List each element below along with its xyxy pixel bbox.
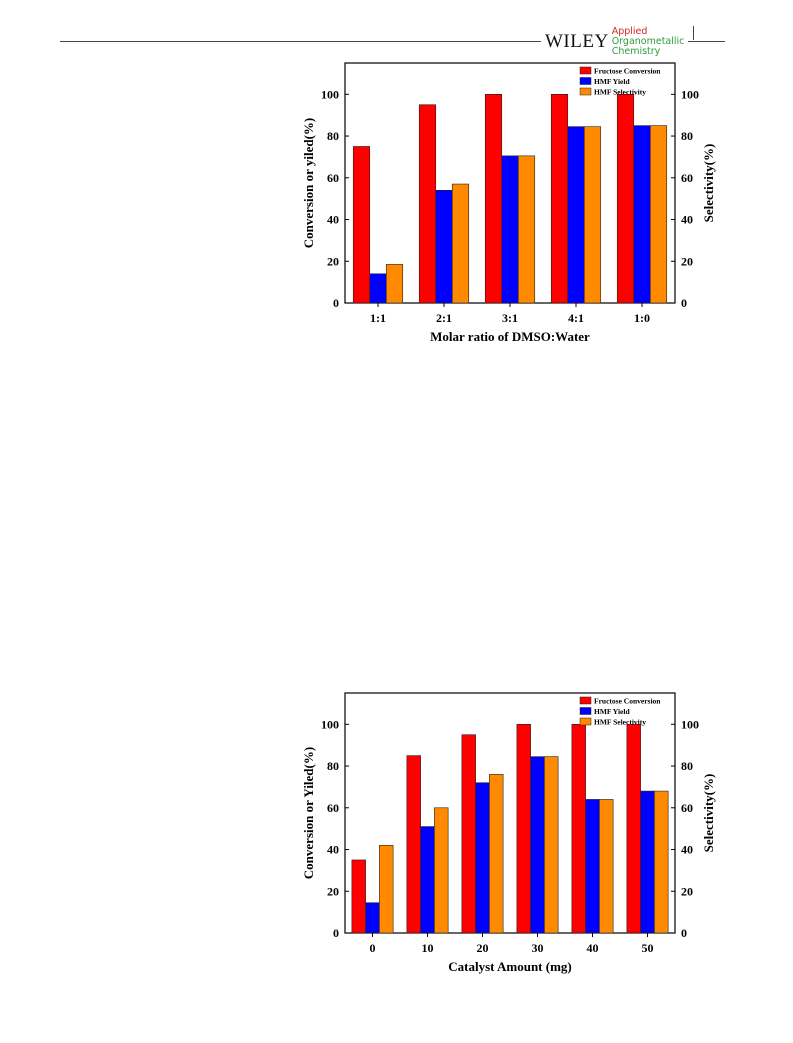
y-tick-label: 60 (327, 801, 339, 815)
x-tick-label: 1:0 (634, 311, 650, 325)
x-tick-label: 50 (642, 941, 654, 955)
x-tick-label: 30 (532, 941, 544, 955)
bar-hmf-yield-4 (633, 125, 651, 304)
bar-chart-molar-ratio: 1:1 2:1 3:1 4:1 1:0 0 0 20 20 40 40 60 60 80 80 100 100 M… (301, 62, 716, 344)
header-rule (60, 41, 725, 42)
legend-swatch (579, 77, 592, 85)
legend-swatch (579, 717, 592, 726)
y-tick-label: 40 (327, 843, 339, 857)
x-tick-label: 10 (422, 941, 434, 955)
bar-hmf-selectivity-2 (489, 774, 504, 934)
bar-hmf-selectivity-3 (544, 756, 559, 934)
bar-fructose-conversion-2 (461, 734, 476, 934)
bar-hmf-selectivity-0 (385, 264, 404, 304)
journal-line-1: Applied (611, 26, 648, 37)
y-tick-label: 40 (327, 213, 339, 227)
y2-tick-label: 60 (681, 171, 693, 185)
bar-fructose-conversion-0 (352, 146, 371, 304)
bar-hmf-yield-3 (530, 756, 545, 934)
plot-frame (344, 692, 676, 934)
y-axis-label: Conversion or Yiled(%) (301, 747, 316, 879)
bar-fructose-conversion-4 (616, 94, 635, 304)
bar-hmf-yield-1 (420, 826, 435, 934)
legend-label: Fructose Conversion (594, 697, 661, 706)
legend-swatch (579, 87, 592, 96)
journal-line-2: Organometallic (611, 36, 685, 47)
legend-swatch (579, 707, 592, 715)
publisher-name: WILEY (545, 31, 609, 52)
x-tick-label: 0 (370, 941, 376, 955)
y-tick-label: 80 (327, 129, 339, 143)
x-tick-label: 2:1 (436, 311, 452, 325)
bar-hmf-selectivity-4 (599, 799, 614, 934)
bar-hmf-selectivity-3 (583, 126, 602, 304)
y-axis-label: Conversion or yiled(%) (301, 118, 316, 248)
x-axis-label: Catalyst Amount (mg) (448, 959, 572, 974)
y2-tick-label: 100 (681, 717, 699, 731)
y-tick-label: 100 (321, 717, 339, 731)
bar-fructose-conversion-3 (550, 94, 569, 304)
x-tick-label: 40 (587, 941, 599, 955)
bar-hmf-yield-4 (585, 799, 600, 934)
y2-tick-label: 20 (681, 884, 693, 898)
bar-hmf-yield-0 (369, 273, 387, 304)
bar-hmf-yield-1 (435, 190, 453, 304)
y2-tick-label: 0 (681, 926, 687, 940)
journal-name: Applied Organometallic Chemistry (612, 27, 685, 57)
bar-chart-catalyst-amount: 0 10 20 30 40 50 0 0 20 20 40 40 60 60 80 80 100 100 Catal… (301, 692, 716, 974)
legend-swatch (579, 66, 592, 75)
y-tick-label: 20 (327, 884, 339, 898)
y2-axis-label: Selectivity(%) (701, 774, 716, 853)
legend-label: HMF Yield (594, 707, 630, 716)
bar-hmf-selectivity-0 (379, 845, 394, 934)
y-tick-label: 60 (327, 171, 339, 185)
header-tick (693, 26, 694, 40)
bar-hmf-yield-2 (475, 782, 490, 934)
legend-label: HMF Selectivity (594, 88, 646, 97)
bar-fructose-conversion-0 (351, 859, 366, 934)
bar-fructose-conversion-1 (418, 104, 437, 304)
bar-fructose-conversion-3 (516, 724, 531, 934)
y2-tick-label: 60 (681, 801, 693, 815)
y2-tick-label: 100 (681, 87, 699, 101)
bar-hmf-selectivity-4 (649, 125, 668, 304)
wiley-logo: WILEY Applied Organometallic Chemistry (541, 27, 689, 57)
bar-hmf-yield-5 (640, 790, 655, 934)
x-tick-label: 3:1 (502, 311, 518, 325)
legend-swatch (579, 696, 592, 705)
bar-hmf-yield-0 (365, 902, 380, 934)
legend-label: HMF Selectivity (594, 718, 646, 727)
journal-line-3: Chemistry (611, 46, 661, 57)
bar-fructose-conversion-5 (626, 724, 641, 934)
bar-hmf-selectivity-1 (434, 807, 449, 934)
x-axis-label: Molar ratio of DMSO:Water (430, 329, 590, 344)
y-tick-label: 0 (333, 926, 339, 940)
y2-axis-label: Selectivity(%) (701, 144, 716, 223)
y2-tick-label: 80 (681, 129, 693, 143)
legend-label: HMF Yield (594, 77, 630, 86)
y2-tick-label: 40 (681, 843, 693, 857)
bar-hmf-yield-3 (567, 126, 585, 304)
y-tick-label: 100 (321, 87, 339, 101)
bar-hmf-yield-2 (501, 155, 519, 304)
y2-tick-label: 20 (681, 254, 693, 268)
bar-hmf-selectivity-5 (654, 790, 669, 934)
bar-fructose-conversion-4 (571, 724, 586, 934)
bar-fructose-conversion-2 (484, 94, 503, 304)
legend-label: Fructose Conversion (594, 67, 661, 76)
y2-tick-label: 80 (681, 759, 693, 773)
y-tick-label: 80 (327, 759, 339, 773)
bar-hmf-selectivity-2 (517, 155, 536, 304)
x-tick-label: 4:1 (568, 311, 584, 325)
y-tick-label: 20 (327, 254, 339, 268)
bar-hmf-selectivity-1 (451, 183, 470, 304)
x-tick-label: 1:1 (370, 311, 386, 325)
y2-tick-label: 0 (681, 296, 687, 310)
x-tick-label: 20 (477, 941, 489, 955)
y2-tick-label: 40 (681, 213, 693, 227)
bar-fructose-conversion-1 (406, 755, 421, 934)
y-tick-label: 0 (333, 296, 339, 310)
